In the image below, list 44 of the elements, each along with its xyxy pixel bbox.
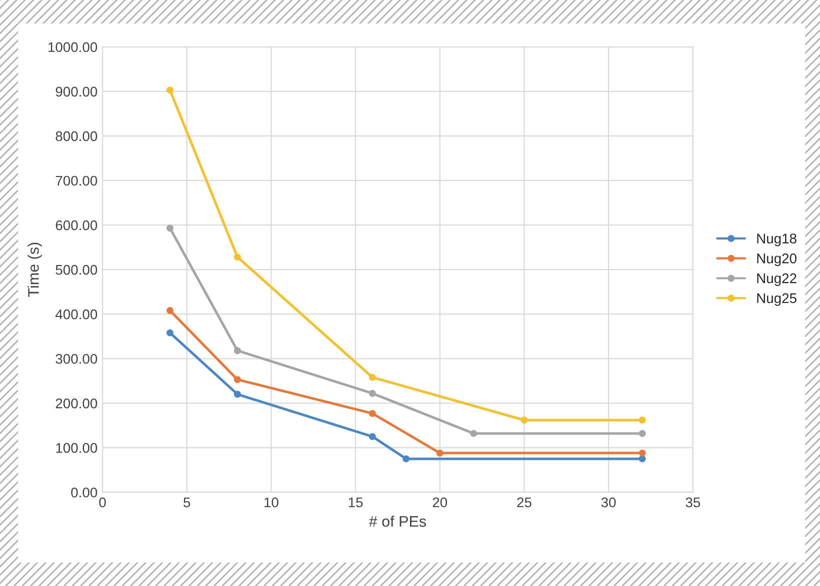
x-tick-label: 25 (517, 497, 532, 508)
y-tick-label: 900.00 (56, 86, 98, 97)
legend-label: Nug20 (757, 254, 796, 266)
point (234, 390, 241, 398)
legend-label: Nug25 (757, 293, 796, 306)
point (234, 254, 241, 261)
point (166, 86, 174, 94)
point (166, 329, 174, 336)
point (368, 374, 376, 381)
legend-label: Nug18 (757, 234, 796, 246)
y-tick-label: 300.00 (56, 354, 98, 364)
x-tick-label: 10 (264, 497, 278, 508)
y-tick-label: 500.00 (56, 264, 98, 275)
y-tick-label: 200.00 (56, 398, 98, 408)
point (436, 450, 444, 457)
y-tick-label: 100.00 (56, 443, 98, 453)
point (368, 390, 376, 397)
x-axis-title: # of PEs (368, 516, 426, 527)
x-tick-label: 20 (432, 497, 448, 508)
point (638, 430, 646, 437)
y-tick-label: 400.00 (55, 309, 98, 320)
x-tick-label: 0 (99, 497, 106, 508)
point (234, 376, 241, 384)
point (368, 410, 376, 417)
point (520, 416, 528, 424)
point (638, 416, 646, 424)
x-tick-label: 35 (686, 497, 700, 508)
y-tick-label: 1000.00 (48, 42, 98, 52)
point (638, 450, 646, 457)
point (166, 224, 174, 232)
point (470, 430, 478, 437)
y-tick-label: 0.00 (71, 488, 98, 498)
y-tick-label: 600.00 (56, 220, 98, 230)
y-tick-label: 800.00 (56, 131, 98, 142)
point (368, 433, 376, 440)
y-tick-label: 700.00 (56, 176, 98, 186)
x-tick-label: 15 (348, 498, 363, 508)
point (166, 307, 174, 314)
x-tick-label: 30 (601, 497, 616, 508)
legend-label: Nug22 (757, 273, 796, 286)
y-axis-title: Time (s) (28, 242, 42, 297)
point (234, 347, 241, 354)
x-tick-label: 5 (184, 498, 190, 508)
point (402, 455, 410, 462)
